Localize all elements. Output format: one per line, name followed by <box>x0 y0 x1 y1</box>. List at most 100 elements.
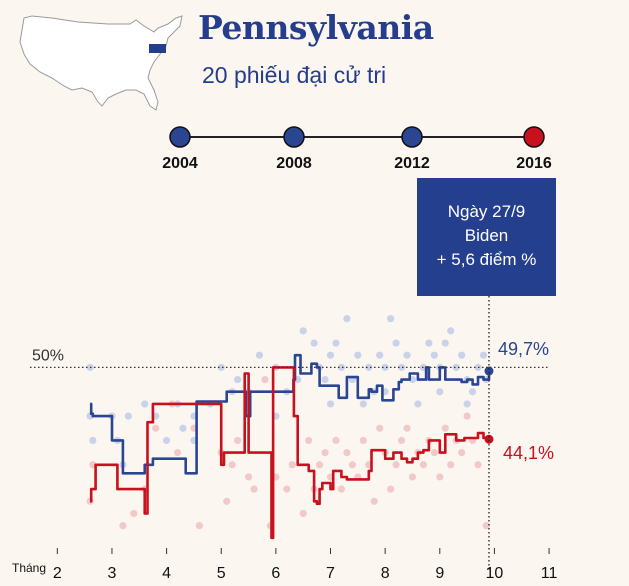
rep-poll-dot <box>441 424 449 432</box>
rep-poll-dot <box>283 485 291 493</box>
dem-poll-dot <box>463 400 471 408</box>
timeline-year-2004: 2004 <box>162 155 198 172</box>
timeline-year-2008: 2008 <box>276 155 312 172</box>
rep-poll-dot <box>321 449 329 457</box>
rep-poll-dot <box>419 461 428 469</box>
rep-poll-dot <box>299 509 307 518</box>
tooltip-margin: + 5,6 điểm % <box>436 250 537 269</box>
biden-line <box>89 353 491 475</box>
dem-poll-dot <box>436 388 444 396</box>
dem-poll-dot <box>441 339 449 347</box>
dem-poll-dot <box>397 363 406 371</box>
x-tick-label: 5 <box>217 565 226 582</box>
rep-poll-dot <box>234 436 242 445</box>
dem-poll-dot <box>365 363 373 371</box>
rep-poll-dot <box>482 522 490 530</box>
dem-poll-dot <box>458 351 466 359</box>
rep-poll-dot <box>152 424 160 432</box>
rep-poll-dot <box>228 461 236 469</box>
electoral-votes-subtitle: 20 phiếu đại cử tri <box>202 62 387 88</box>
rep-poll-dot <box>436 473 444 481</box>
election-history-timeline: 2004 2008 2012 2016 <box>162 126 552 172</box>
rep-poll-dot <box>332 436 340 445</box>
dem-poll-dot <box>326 400 335 408</box>
dem-poll-dot <box>89 436 97 445</box>
rep-poll-dot <box>463 412 471 420</box>
us-map-thumbnail <box>19 15 183 111</box>
x-tick-label: 8 <box>381 565 390 582</box>
dem-poll-dot <box>337 363 346 371</box>
x-tick-label: 10 <box>486 565 504 582</box>
rep-poll-dot <box>458 449 466 457</box>
dem-poll-dot <box>332 339 340 347</box>
biden-end-point <box>484 366 494 376</box>
reference-line-label: 50% <box>32 347 64 364</box>
timeline-year-2016: 2016 <box>516 155 552 172</box>
dem-poll-dot <box>452 363 460 371</box>
dem-poll-dot <box>124 412 132 420</box>
dem-poll-dot <box>359 400 367 408</box>
dem-poll-dot <box>447 327 455 335</box>
tooltip-leader: Biden <box>464 226 509 245</box>
rep-poll-dot <box>343 449 351 457</box>
rep-poll-dot <box>337 485 346 493</box>
us-outline <box>19 15 183 111</box>
dem-poll-dot <box>326 351 335 359</box>
x-tick-label: 4 <box>162 565 171 582</box>
rep-poll-dot <box>195 522 203 530</box>
timeline-marker-2016 <box>523 126 545 148</box>
x-tick-label: 7 <box>326 565 335 582</box>
state-highlight <box>149 44 166 53</box>
dem-poll-dot <box>468 388 477 396</box>
trump-line <box>89 366 491 540</box>
rep-poll-dot <box>288 461 296 469</box>
trump-end-point <box>484 434 494 444</box>
dem-poll-dot <box>479 351 488 359</box>
dem-poll-dot <box>141 400 149 408</box>
x-tick-label: 9 <box>435 565 444 582</box>
dem-poll-dot <box>376 351 384 359</box>
rep-poll-dot <box>359 436 367 445</box>
dem-poll-dot <box>387 315 395 323</box>
x-tick-label: 2 <box>53 565 62 582</box>
rep-poll-dot <box>305 436 313 445</box>
dem-poll-dot <box>354 351 362 359</box>
dem-poll-dot <box>381 363 389 371</box>
dem-poll-dot <box>414 400 422 408</box>
rep-poll-dot <box>173 449 182 457</box>
dem-poll-dot <box>425 339 433 347</box>
dem-poll-dot <box>299 327 307 335</box>
rep-poll-dot <box>315 461 324 469</box>
x-axis-label: Tháng <box>12 561 46 575</box>
biden-end-label: 49,7% <box>498 339 549 359</box>
tooltip-date: Ngày 27/9 <box>447 202 526 221</box>
rep-poll-dot <box>250 485 258 493</box>
rep-poll-dot <box>387 485 395 493</box>
rep-poll-dot <box>370 497 378 505</box>
rep-poll-dot <box>130 509 138 518</box>
rep-poll-dot <box>244 473 253 481</box>
timeline-marker-2004 <box>169 126 191 148</box>
rep-poll-dot <box>447 461 455 469</box>
dem-poll-dot <box>217 363 225 371</box>
state-title: Pennsylvania <box>198 8 434 47</box>
dem-poll-dot <box>430 351 438 359</box>
dem-poll-dot <box>403 351 411 359</box>
rep-poll-dot <box>348 461 356 469</box>
rep-poll-dot <box>261 375 269 384</box>
date-tooltip: Ngày 27/9 Biden + 5,6 điểm % <box>417 178 556 296</box>
rep-poll-dot <box>392 461 400 469</box>
dem-poll-dot <box>343 315 351 323</box>
x-tick-label: 3 <box>108 565 117 582</box>
dem-poll-dot <box>179 424 187 432</box>
rep-poll-dot <box>223 497 231 505</box>
trump-end-label: 44,1% <box>503 443 554 463</box>
timeline-marker-2008 <box>283 126 305 148</box>
dem-poll-dot <box>234 375 242 384</box>
timeline-marker-2012 <box>401 126 423 148</box>
rep-poll-dot <box>403 424 411 432</box>
dem-poll-dot <box>162 436 171 445</box>
dem-poll-dot <box>321 375 329 384</box>
rep-poll-dot <box>376 424 384 432</box>
